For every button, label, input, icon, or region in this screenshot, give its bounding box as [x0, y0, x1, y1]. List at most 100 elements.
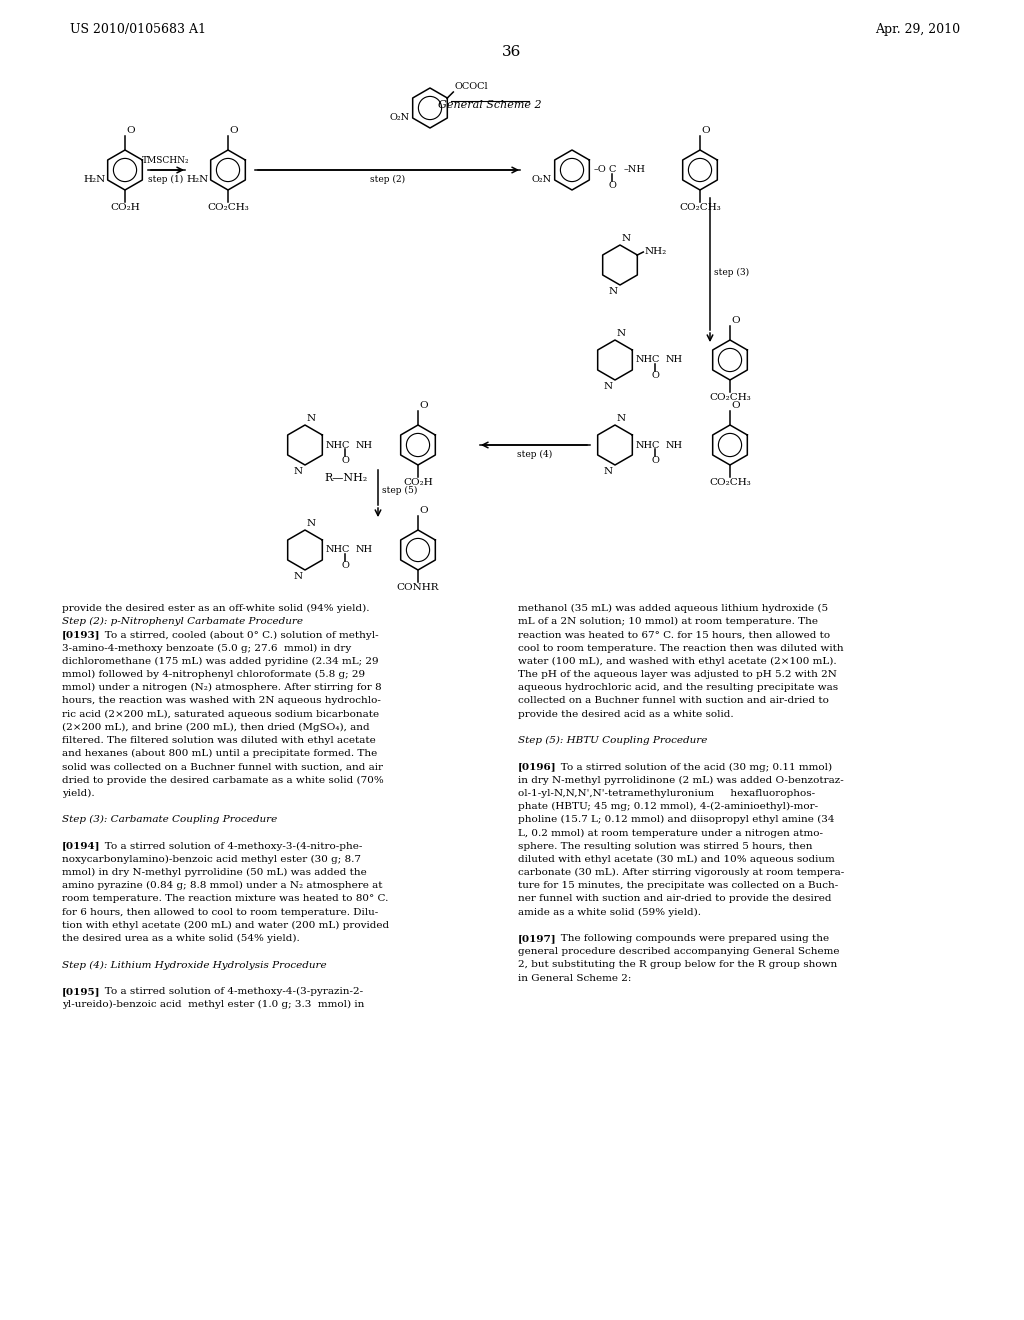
Text: Step (3): Carbamate Coupling Procedure: Step (3): Carbamate Coupling Procedure	[62, 816, 278, 824]
Text: dried to provide the desired carbamate as a white solid (70%: dried to provide the desired carbamate a…	[62, 776, 384, 784]
Text: step (5): step (5)	[382, 486, 418, 495]
Text: –O: –O	[594, 165, 607, 174]
Text: [0193]: [0193]	[62, 631, 100, 639]
Text: provide the desired ester as an off-white solid (94% yield).: provide the desired ester as an off-whit…	[62, 605, 370, 612]
Text: NH: NH	[355, 545, 373, 554]
Text: hours, the reaction was washed with 2N aqueous hydrochlo-: hours, the reaction was washed with 2N a…	[62, 697, 381, 705]
Text: CO₂H: CO₂H	[111, 203, 140, 213]
Text: provide the desired acid as a white solid.: provide the desired acid as a white soli…	[518, 710, 733, 718]
Text: [0195]: [0195]	[62, 987, 100, 995]
Text: CO₂CH₃: CO₂CH₃	[679, 203, 721, 213]
Text: water (100 mL), and washed with ethyl acetate (2×100 mL).: water (100 mL), and washed with ethyl ac…	[518, 657, 837, 665]
Text: To a stirred, cooled (about 0° C.) solution of methyl-: To a stirred, cooled (about 0° C.) solut…	[95, 631, 379, 639]
Text: O₂N: O₂N	[531, 176, 552, 185]
Text: carbonate (30 mL). After stirring vigorously at room tempera-: carbonate (30 mL). After stirring vigoro…	[518, 869, 844, 876]
Text: C: C	[342, 441, 349, 450]
Text: CO₂CH₃: CO₂CH₃	[710, 393, 751, 403]
Text: step (3): step (3)	[714, 268, 750, 277]
Text: reaction was heated to 67° C. for 15 hours, then allowed to: reaction was heated to 67° C. for 15 hou…	[518, 631, 830, 639]
Text: N: N	[604, 381, 613, 391]
Text: C: C	[651, 441, 659, 450]
Text: O: O	[651, 371, 659, 380]
Text: NH: NH	[326, 441, 342, 450]
Text: H₂N: H₂N	[186, 176, 209, 185]
Text: C: C	[651, 355, 659, 364]
Text: N: N	[307, 414, 316, 422]
Text: 3-amino-4-methoxy benzoate (5.0 g; 27.6  mmol) in dry: 3-amino-4-methoxy benzoate (5.0 g; 27.6 …	[62, 644, 351, 652]
Text: N: N	[604, 467, 613, 477]
Text: ol-1-yl-N,N,N',N'-tetramethyluronium     hexafluorophos-: ol-1-yl-N,N,N',N'-tetramethyluronium hex…	[518, 789, 815, 797]
Text: tion with ethyl acetate (200 mL) and water (200 mL) provided: tion with ethyl acetate (200 mL) and wat…	[62, 921, 389, 929]
Text: The following compounds were prepared using the: The following compounds were prepared us…	[551, 935, 829, 942]
Text: L, 0.2 mmol) at room temperature under a nitrogen atmo-: L, 0.2 mmol) at room temperature under a…	[518, 829, 823, 837]
Text: sphere. The resulting solution was stirred 5 hours, then: sphere. The resulting solution was stirr…	[518, 842, 812, 850]
Text: step (1): step (1)	[148, 176, 183, 183]
Text: N: N	[294, 572, 303, 581]
Text: room temperature. The reaction mixture was heated to 80° C.: room temperature. The reaction mixture w…	[62, 895, 388, 903]
Text: methanol (35 mL) was added aqueous lithium hydroxide (5: methanol (35 mL) was added aqueous lithi…	[518, 605, 828, 612]
Text: mmol) in dry N-methyl pyrrolidine (50 mL) was added the: mmol) in dry N-methyl pyrrolidine (50 mL…	[62, 869, 367, 876]
Text: NH: NH	[326, 545, 342, 554]
Text: in General Scheme 2:: in General Scheme 2:	[518, 974, 632, 982]
Text: N: N	[617, 329, 626, 338]
Text: NH: NH	[635, 441, 652, 450]
Text: O: O	[229, 125, 238, 135]
Text: mmol) followed by 4-nitrophenyl chloroformate (5.8 g; 29: mmol) followed by 4-nitrophenyl chlorofo…	[62, 671, 366, 678]
Text: yl-ureido)-benzoic acid  methyl ester (1.0 g; 3.3  mmol) in: yl-ureido)-benzoic acid methyl ester (1.…	[62, 1001, 365, 1008]
Text: To a stirred solution of 4-methoxy-4-(3-pyrazin-2-: To a stirred solution of 4-methoxy-4-(3-…	[95, 987, 364, 995]
Text: Step (5): HBTU Coupling Procedure: Step (5): HBTU Coupling Procedure	[518, 737, 708, 744]
Text: O: O	[419, 401, 428, 411]
Text: CO₂CH₃: CO₂CH₃	[207, 203, 249, 213]
Text: step (4): step (4)	[517, 450, 553, 459]
Text: O: O	[731, 315, 739, 325]
Text: filtered. The filtered solution was diluted with ethyl acetate: filtered. The filtered solution was dilu…	[62, 737, 376, 744]
Text: ner funnel with suction and air-dried to provide the desired: ner funnel with suction and air-dried to…	[518, 895, 831, 903]
Text: yield).: yield).	[62, 789, 94, 797]
Text: CONHR: CONHR	[396, 583, 439, 591]
Text: Step (4): Lithium Hydroxide Hydrolysis Procedure: Step (4): Lithium Hydroxide Hydrolysis P…	[62, 961, 327, 969]
Text: CO₂H: CO₂H	[403, 478, 433, 487]
Text: CO₂CH₃: CO₂CH₃	[710, 478, 751, 487]
Text: General Scheme 2: General Scheme 2	[438, 100, 542, 110]
Text: phate (HBTU; 45 mg; 0.12 mmol), 4-(2-aminioethyl)-mor-: phate (HBTU; 45 mg; 0.12 mmol), 4-(2-ami…	[518, 803, 818, 810]
Text: step (2): step (2)	[371, 176, 406, 183]
Text: pholine (15.7 L; 0.12 mmol) and diisopropyl ethyl amine (34: pholine (15.7 L; 0.12 mmol) and diisopro…	[518, 816, 835, 824]
Text: 36: 36	[503, 45, 521, 59]
Text: dichloromethane (175 mL) was added pyridine (2.34 mL; 29: dichloromethane (175 mL) was added pyrid…	[62, 657, 379, 665]
Text: –NH: –NH	[624, 165, 646, 174]
Text: N: N	[622, 234, 631, 243]
Text: [0196]: [0196]	[518, 763, 557, 771]
Text: O: O	[651, 455, 659, 465]
Text: O: O	[341, 561, 349, 570]
Text: O: O	[701, 125, 710, 135]
Text: C: C	[342, 545, 349, 554]
Text: diluted with ethyl acetate (30 mL) and 10% aqueous sodium: diluted with ethyl acetate (30 mL) and 1…	[518, 855, 835, 863]
Text: the desired urea as a white solid (54% yield).: the desired urea as a white solid (54% y…	[62, 935, 300, 942]
Text: solid was collected on a Buchner funnel with suction, and air: solid was collected on a Buchner funnel …	[62, 763, 383, 771]
Text: O: O	[731, 401, 739, 411]
Text: To a stirred solution of 4-methoxy-3-(4-nitro-phe-: To a stirred solution of 4-methoxy-3-(4-…	[95, 842, 362, 850]
Text: (2×200 mL), and brine (200 mL), then dried (MgSO₄), and: (2×200 mL), and brine (200 mL), then dri…	[62, 723, 370, 731]
Text: and hexanes (about 800 mL) until a precipitate formed. The: and hexanes (about 800 mL) until a preci…	[62, 750, 377, 758]
Text: TMSCHN₂: TMSCHN₂	[142, 156, 189, 165]
Text: noxycarbonylamino)-benzoic acid methyl ester (30 g; 8.7: noxycarbonylamino)-benzoic acid methyl e…	[62, 855, 361, 863]
Text: amide as a white solid (59% yield).: amide as a white solid (59% yield).	[518, 908, 701, 916]
Text: NH: NH	[666, 355, 682, 364]
Text: general procedure described accompanying General Scheme: general procedure described accompanying…	[518, 948, 840, 956]
Text: N: N	[617, 414, 626, 422]
Text: US 2010/0105683 A1: US 2010/0105683 A1	[70, 22, 206, 36]
Text: Apr. 29, 2010: Apr. 29, 2010	[874, 22, 961, 36]
Text: collected on a Buchner funnel with suction and air-dried to: collected on a Buchner funnel with sucti…	[518, 697, 828, 705]
Text: O₂N: O₂N	[389, 114, 410, 123]
Text: N: N	[294, 467, 303, 477]
Text: Step (2): p-Nitrophenyl Carbamate Procedure: Step (2): p-Nitrophenyl Carbamate Proced…	[62, 618, 303, 626]
Text: N: N	[609, 286, 618, 296]
Text: in dry N-methyl pyrrolidinone (2 mL) was added O-benzotraz-: in dry N-methyl pyrrolidinone (2 mL) was…	[518, 776, 844, 784]
Text: amino pyrazine (0.84 g; 8.8 mmol) under a N₂ atmosphere at: amino pyrazine (0.84 g; 8.8 mmol) under …	[62, 882, 383, 890]
Text: 2, but substituting the R group below for the R group shown: 2, but substituting the R group below fo…	[518, 961, 838, 969]
Text: [0194]: [0194]	[62, 842, 100, 850]
Text: The pH of the aqueous layer was adjusted to pH 5.2 with 2N: The pH of the aqueous layer was adjusted…	[518, 671, 837, 678]
Text: O: O	[608, 181, 616, 190]
Text: O: O	[341, 455, 349, 465]
Text: H₂N: H₂N	[83, 176, 105, 185]
